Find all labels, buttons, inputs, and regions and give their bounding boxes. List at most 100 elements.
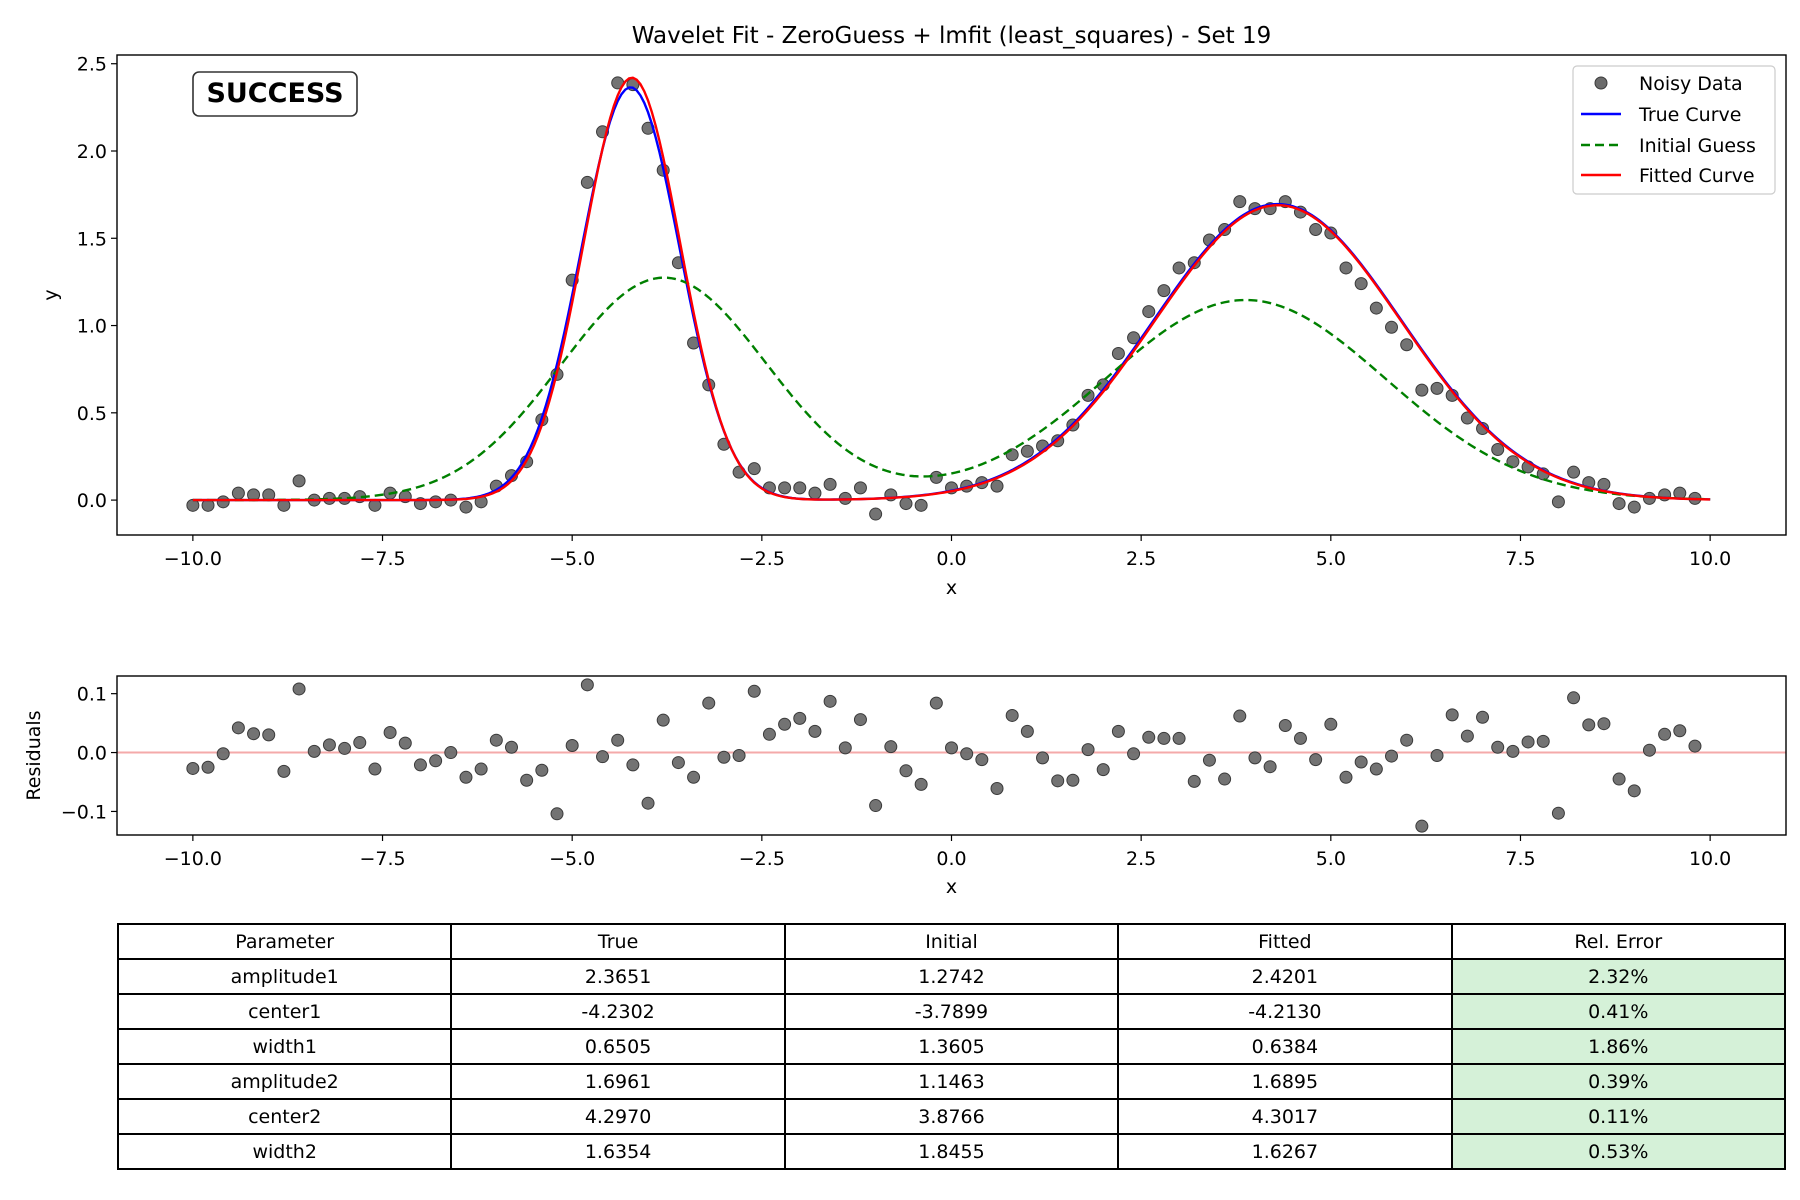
data-point [1172,261,1186,275]
rel-error-cell: 0.11% [1450,1098,1787,1135]
residual-point [247,727,261,741]
residual-point [307,744,321,758]
data-point [1369,301,1383,315]
residual-point [853,713,867,727]
x-tick-label: −2.5 [739,548,785,570]
residual-point [1688,739,1702,753]
residual-point [717,750,731,764]
data-point [778,481,792,495]
residual-point [1400,733,1414,747]
data-point [1400,338,1414,352]
x-tick-label: −5.0 [549,848,595,870]
residual-point [353,736,367,750]
table-cell: 1.6895 [1117,1063,1453,1100]
table-cell: center2 [116,1098,453,1135]
residual-point [1309,753,1323,767]
residual-point [1157,731,1171,745]
residual-point [1020,724,1034,738]
data-point [1309,223,1323,237]
residual-point [444,746,458,760]
data-point [1339,261,1353,275]
x-tick-label: −10.0 [164,848,222,870]
residual-point [762,727,776,741]
data-point [914,498,928,512]
x-tick-label: 7.5 [1505,848,1535,870]
residual-point [687,770,701,784]
data-point [1506,455,1520,469]
residual-point [1036,751,1050,765]
residual-point [186,761,200,775]
true-curve-line [192,86,1711,502]
data-point [853,481,867,495]
residual-point [231,721,245,735]
residual-point [262,728,276,742]
residual-point [626,758,640,772]
residual-point [1218,772,1232,786]
residual-point [398,736,412,750]
residual-point [732,749,746,762]
residual-point [1582,718,1596,732]
table-header: Rel. Error [1450,923,1787,960]
table-cell: -4.2302 [450,993,786,1030]
data-point [1111,346,1125,360]
residual-point [1324,717,1338,731]
legend-label: True Curve [1638,104,1741,126]
residual-point [1491,740,1505,754]
data-point [808,486,822,500]
table-cell: width2 [116,1133,453,1170]
x-tick-label: 0.0 [936,848,966,870]
residual-x-axis-label: x [946,876,957,898]
residual-point [383,726,397,740]
data-point [292,474,306,488]
x-tick-label: −2.5 [739,848,785,870]
table-header: Fitted [1117,923,1453,960]
plot-frame [116,54,1787,536]
residual-point [1658,727,1672,741]
x-tick-label: 2.5 [1126,848,1156,870]
residual-point [793,711,807,725]
table-cell: -4.2130 [1117,993,1453,1030]
y-tick-label: 1.5 [77,228,107,250]
residual-point [292,682,306,696]
data-point [231,486,245,500]
table-cell: center1 [116,993,453,1030]
residual-point [459,770,473,784]
table-cell: 3.8766 [783,1098,1120,1135]
residual-point [429,754,443,768]
residual-point [778,717,792,731]
legend-marker-noisy-data [1594,76,1608,90]
data-point [1233,195,1247,209]
table-row: width2 1.6354 1.8455 1.6267 0.53% [116,1133,1787,1170]
residual-point [1081,743,1095,757]
table-row: center1 -4.2302 -3.7899 -4.2130 0.41% [116,993,1787,1030]
x-tick-label: −10.0 [164,548,222,570]
success-badge [192,71,358,117]
legend-label: Noisy Data [1639,73,1743,95]
data-point [1142,305,1156,319]
residual-point [1460,729,1474,743]
table-cell: 4.3017 [1117,1098,1453,1135]
data-point [899,497,913,511]
residual-point [1263,760,1277,774]
residual-point [945,741,958,755]
residual-point [1642,743,1656,757]
table-cell: width1 [116,1028,453,1065]
residual-point [413,758,427,772]
residual-point [1536,734,1550,748]
table-cell: 1.6354 [450,1133,786,1170]
data-point [429,495,443,509]
fitted-curve-line [192,76,1711,502]
data-point [1567,465,1581,479]
data-point [1491,442,1505,456]
residual-point [838,741,852,755]
x-tick-label: 5.0 [1316,848,1346,870]
rel-error-cell: 0.53% [1450,1133,1787,1170]
residual-point [1385,749,1399,763]
residual-point [1096,763,1110,777]
residual-point [929,696,943,710]
residual-point [960,747,974,761]
residual-point [1127,747,1141,761]
residual-point [535,763,549,777]
parameter-table: Parameter True Initial Fitted Rel. Error… [116,923,1787,1170]
data-point [869,507,883,521]
